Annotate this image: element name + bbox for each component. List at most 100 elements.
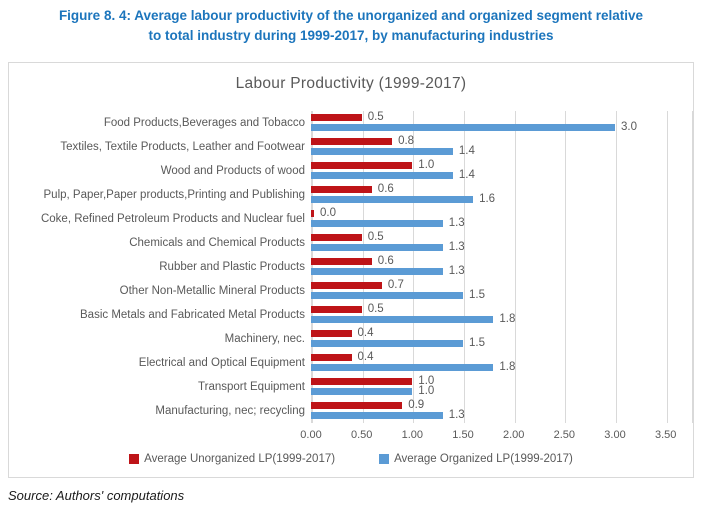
bar-unorganized [311,234,362,241]
value-label: 1.4 [458,145,475,157]
figure-caption-line2: to total industry during 1999-2017, by m… [148,28,554,43]
bar-unorganized [311,378,413,385]
bars-cell: 0.6 1.6 [311,183,691,207]
value-label: 1.3 [448,265,465,277]
category-label: Chemicals and Chemical Products [129,237,305,249]
x-tick-label: 2.50 [553,429,576,441]
x-tick-label: 1.50 [452,429,474,441]
category-row: Electrical and Optical Equipment 0.4 1.8 [9,351,691,375]
value-label: 0.5 [367,111,384,123]
bar-unorganized [311,330,352,337]
bars-cell: 0.4 1.8 [311,351,691,375]
bars-cell: 1.0 1.0 [311,375,691,399]
bars-cell: 0.5 1.3 [311,231,691,255]
figure-caption: Figure 8. 4: Average labour productivity… [0,6,702,46]
category-row: Transport Equipment 1.0 1.0 [9,375,691,399]
gridline [464,111,465,423]
value-label: 0.6 [377,183,394,195]
value-label: 0.7 [387,279,404,291]
category-label: Manufacturing, nec; recycling [155,405,305,417]
plot-gridlines [311,111,693,423]
gridline [565,111,567,423]
legend-label-organized: Average Organized LP(1999-2017) [394,453,573,465]
chart-title: Labour Productivity (1999-2017) [235,75,467,92]
bars-cell: 0.9 1.3 [311,399,691,423]
gridline [312,111,313,423]
bar-organized [311,220,443,227]
value-label: 3.0 [621,121,637,133]
source-note: Source: Authors' computations [8,488,185,503]
bar-unorganized [311,114,362,121]
bars-cell: 0.5 3.0 [311,111,691,135]
category-row: Coke, Refined Petroleum Products and Nuc… [9,207,691,231]
bars-cell: 0.6 1.3 [311,255,691,279]
chart-legend: Average Unorganized LP(1999-2017) Averag… [9,453,693,465]
category-label: Rubber and Plastic Products [159,261,305,273]
value-label: 1.5 [469,337,485,349]
bar-unorganized [311,402,403,409]
bar-organized [311,148,453,155]
category-row: Chemicals and Chemical Products 0.5 1.3 [9,231,691,255]
value-label: 1.3 [448,409,465,421]
bar-organized [311,316,494,323]
value-label: 0.4 [357,327,374,339]
bar-unorganized [311,354,352,361]
bars-cell: 0.5 1.8 [311,303,691,327]
bar-unorganized [311,162,413,169]
value-label: 0.4 [357,351,374,363]
category-row: Pulp, Paper,Paper products,Printing and … [9,183,691,207]
bar-organized [311,364,494,371]
x-tick-label: 2.00 [502,429,525,441]
x-tick-label: 0.00 [300,429,322,441]
category-row: Basic Metals and Fabricated Metal Produc… [9,303,691,327]
value-label: 1.3 [448,217,465,229]
bar-organized [311,124,615,131]
value-label: 1.4 [458,169,475,181]
value-label: 1.3 [448,241,465,253]
bar-organized [311,292,463,299]
category-label: Pulp, Paper,Paper products,Printing and … [43,189,305,201]
bar-unorganized [311,210,314,217]
value-label: 1.6 [479,193,496,205]
category-label: Wood and Products of wood [160,165,305,177]
bars-cell: 0.7 1.5 [311,279,691,303]
value-label: 0.0 [320,207,336,219]
legend-swatch-organized-icon [379,454,390,464]
gridline [616,111,617,423]
bar-organized [311,340,463,347]
category-label: Food Products,Beverages and Tobacco [103,117,305,129]
gridline [514,111,516,423]
category-row: Wood and Products of wood 1.0 1.4 [9,159,691,183]
legend-label-unorganized: Average Unorganized LP(1999-2017) [144,453,336,465]
value-label: 0.6 [377,255,394,267]
value-label: 0.9 [408,399,425,411]
legend-entry-unorganized: Average Unorganized LP(1999-2017) [129,453,335,465]
bars-cell: 0.0 1.3 [311,207,691,231]
x-tick-label: 0.50 [350,429,373,441]
value-label: 1.5 [469,289,485,301]
bars-cell: 0.4 1.5 [311,327,691,351]
gridline [362,111,364,423]
category-label: Basic Metals and Fabricated Metal Produc… [80,309,305,321]
legend-entry-organized: Average Organized LP(1999-2017) [379,453,573,465]
x-tick-label: 3.50 [654,429,677,441]
bars-cell: 1.0 1.4 [311,159,691,183]
bar-organized [311,412,443,419]
category-label: Electrical and Optical Equipment [138,357,305,369]
category-label: Coke, Refined Petroleum Products and Nuc… [40,213,305,225]
value-label: 1.0 [418,159,435,171]
gridline [692,111,693,423]
category-label: Textiles, Textile Products, Leather and … [60,141,305,153]
bar-organized [311,196,474,203]
bar-organized [311,268,443,275]
category-row: Machinery, nec. 0.4 1.5 [9,327,691,351]
value-label: 0.8 [398,135,415,147]
x-tick-label: 3.00 [604,429,626,441]
value-label: 1.0 [418,385,435,397]
bar-unorganized [311,186,372,193]
bar-unorganized [311,306,362,313]
gridline [413,111,415,423]
value-label: 0.5 [367,231,384,243]
category-label: Transport Equipment [198,381,305,393]
bars-cell: 0.8 1.4 [311,135,691,159]
